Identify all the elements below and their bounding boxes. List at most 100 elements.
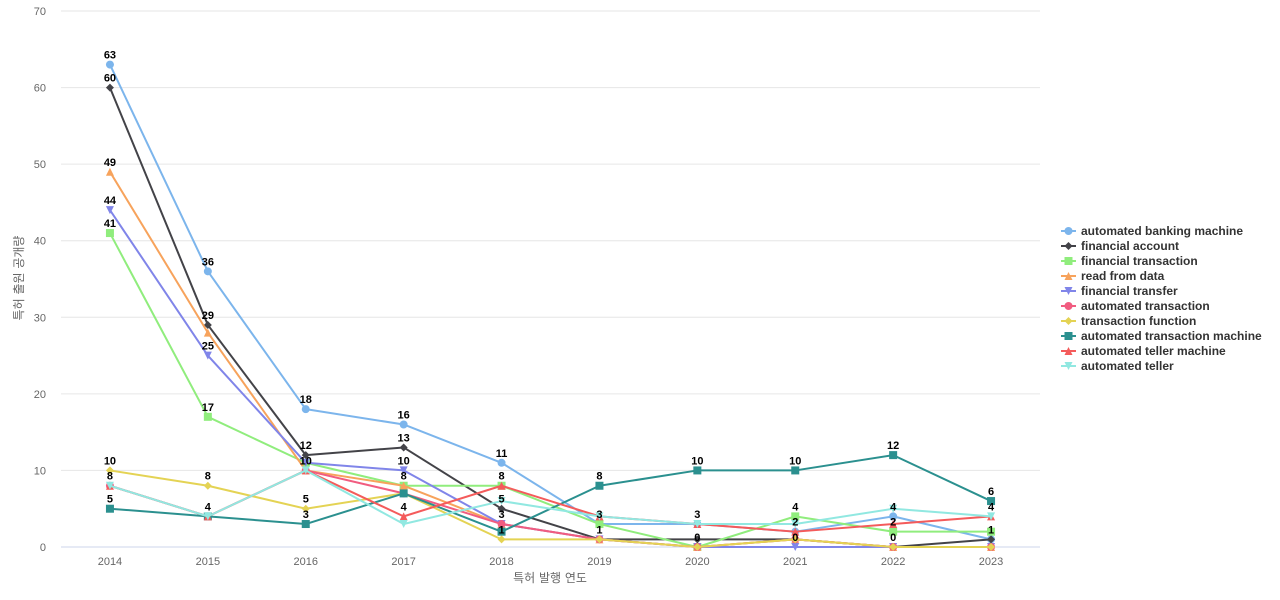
data-point [889,451,898,460]
data-label: 0 [694,532,700,544]
legend-item-automated-teller-machine[interactable]: automated teller machine [1061,344,1226,358]
legend-marker [1064,362,1073,370]
series-line [109,209,992,548]
data-point [987,535,996,544]
y-tick-label: 20 [34,389,46,401]
data-label: 10 [104,455,116,467]
legend-item-transaction-function[interactable]: transaction function [1061,314,1196,328]
data-label: 10 [789,455,801,467]
data-point [987,512,996,521]
data-point [889,527,898,536]
x-axis-title: 특허 발행 연도 [513,570,587,585]
data-point [889,543,898,551]
data-point [301,458,310,467]
data-point [595,481,604,490]
data-label: 10 [398,455,410,467]
x-tick-label: 2021 [783,556,807,568]
data-point [399,512,408,521]
data-point [399,489,408,498]
legend-label: automated teller [1081,359,1174,373]
data-point [693,466,702,475]
legend-item-automated-transaction-machine[interactable]: automated transaction machine [1061,329,1262,343]
data-label: 1 [596,524,602,536]
x-tick-label: 2023 [979,556,1003,568]
x-tick-label: 2018 [489,556,513,568]
data-label: 12 [300,440,312,452]
x-tick-label: 2016 [294,556,318,568]
legend-item-financial-transfer[interactable]: financial transfer [1061,284,1178,298]
data-point [987,527,996,536]
data-point [399,466,408,475]
legend-item-financial-transaction[interactable]: financial transaction [1061,254,1198,268]
legend-label: read from data [1081,269,1165,283]
x-tick-label: 2017 [391,556,415,568]
legend-item-financial-account[interactable]: financial account [1061,239,1179,253]
data-point [791,527,800,536]
data-point [203,481,212,490]
data-label: 3 [303,509,309,521]
data-point [693,543,702,551]
data-label: 4 [890,501,897,513]
data-label: 10 [300,455,312,467]
data-label: 41 [104,218,116,230]
legend-marker [1064,332,1073,340]
data-point [399,481,408,490]
legend-item-automated-banking-machine[interactable]: automated banking machine [1061,224,1243,238]
data-point [399,420,408,429]
data-label: 6 [988,486,994,498]
data-label: 4 [988,501,995,513]
data-label: 3 [694,509,700,521]
data-label: 60 [104,73,116,85]
data-label: 18 [300,394,312,406]
data-label: 13 [398,432,410,444]
data-point [791,535,800,544]
data-label: 0 [792,532,798,544]
y-tick-label: 60 [34,83,46,95]
data-point [693,535,702,544]
data-label: 8 [107,471,113,483]
legend-item-automated-transaction[interactable]: automated transaction [1061,299,1210,313]
series-lines [105,60,996,551]
series-line [109,64,992,541]
data-label: 4 [792,501,799,513]
legend-label: transaction function [1081,314,1196,328]
series-line [109,171,992,548]
y-tick-label: 40 [34,236,46,248]
data-label: 8 [498,471,504,483]
legend-label: automated banking machine [1081,224,1243,238]
data-point [791,520,800,529]
data-label: 49 [104,157,116,169]
data-point [105,466,114,475]
data-point [203,512,212,521]
legend-item-automated-teller[interactable]: automated teller [1061,359,1174,373]
data-point [301,405,310,414]
x-tick-label: 2022 [881,556,905,568]
data-point [987,543,996,551]
data-label: 12 [887,440,899,452]
data-label: 1 [498,524,504,536]
data-label: 16 [398,409,410,421]
data-label: 4 [401,501,408,513]
y-axis-title: 특허 출원 공개량 [12,236,26,321]
data-point [203,267,212,276]
data-label: 25 [202,341,214,353]
x-tick-label: 2015 [196,556,220,568]
data-label: 8 [401,471,407,483]
data-point [791,543,800,551]
data-label: 3 [596,509,602,521]
series-line [109,232,992,548]
data-label: 63 [104,50,116,62]
x-tick-label: 2014 [98,556,122,568]
data-point [497,481,506,490]
data-point [497,535,506,544]
legend-item-read-from-data[interactable]: read from data [1061,269,1165,283]
data-point [399,443,408,452]
data-label: 5 [303,494,309,506]
data-point [301,466,310,475]
data-point [595,520,604,529]
legend-marker [1064,242,1073,250]
data-label: 5 [498,494,504,506]
data-point [203,412,212,421]
y-tick-label: 70 [34,6,46,18]
